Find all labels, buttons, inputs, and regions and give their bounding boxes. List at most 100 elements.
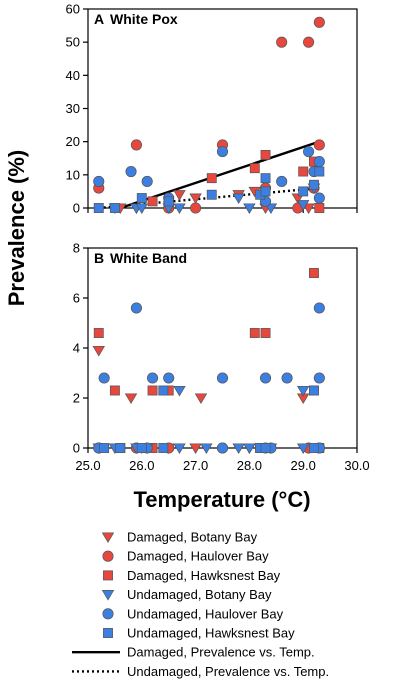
data-point <box>173 190 186 201</box>
panel-b-title: White Band <box>110 250 187 266</box>
data-point <box>232 443 245 455</box>
data-point <box>158 443 169 453</box>
data-point <box>206 173 217 184</box>
legend-label: Undamaged, Hawksnest Bay <box>127 626 295 641</box>
legend-label: Damaged, Hawksnest Bay <box>127 568 281 583</box>
data-point <box>260 149 271 160</box>
data-point <box>260 328 271 338</box>
data-point <box>314 166 325 177</box>
data-point <box>313 372 325 384</box>
legend-item-damaged-prevalence-vs-temp: Damaged, Prevalence vs. Temp. <box>72 645 315 660</box>
data-point <box>249 163 260 174</box>
legend-item-undamaged-haulover-bay: Undamaged, Haulover Bay <box>102 606 284 621</box>
panel-a-y-tick-label: 60 <box>66 2 80 17</box>
panel-a-series-undamaged-hawksnest-bay <box>93 166 325 213</box>
panel-a-letter: A <box>94 11 104 27</box>
panel-b-x-tick-label: 30.0 <box>344 458 369 473</box>
panel-b-x-tick-label: 25.0 <box>75 458 100 473</box>
data-point <box>200 443 213 455</box>
legend-item-undamaged-prevalence-vs-temp: Undamaged, Prevalence vs. Temp. <box>72 664 329 679</box>
panel-b-white-band: 0 2 4 6 8 25.0 26.0 27.0 28.0 29.0 30.0 B White Band <box>73 241 370 474</box>
panel-b-y-tick-label: 2 <box>73 391 80 406</box>
data-point <box>125 165 137 178</box>
data-point <box>109 385 120 396</box>
panel-a-y-tick-label: 50 <box>66 35 80 50</box>
data-point <box>194 393 208 405</box>
legend-label: Damaged, Haulover Bay <box>127 549 269 564</box>
legend-marker <box>102 608 114 620</box>
data-point <box>147 372 159 384</box>
data-point <box>136 193 147 203</box>
data-point <box>99 443 110 453</box>
data-point <box>216 442 229 454</box>
panel-a-title: White Pox <box>110 11 178 27</box>
legend-marker <box>102 550 114 562</box>
panel-a-y-tick-label: 30 <box>66 101 80 116</box>
panel-b-y-tick-label: 8 <box>73 241 80 256</box>
data-point <box>163 196 174 207</box>
data-point <box>260 443 271 453</box>
data-point <box>296 200 310 211</box>
data-point <box>135 203 149 215</box>
data-point <box>259 372 272 384</box>
legend: Damaged, Botany Bay Damaged, Haulover Bay… <box>72 530 329 679</box>
panel-b-series-damaged-hawksnest-bay <box>93 268 325 453</box>
panel-a-y-tick-label: 10 <box>66 167 80 182</box>
data-point <box>115 443 126 453</box>
panel-b-series-undamaged-haulover-bay <box>93 302 325 454</box>
panel-b-x-tick-label: 29.0 <box>291 458 316 473</box>
data-point <box>141 175 153 188</box>
data-point <box>216 146 229 158</box>
panel-b-x-tick-label: 26.0 <box>129 458 154 473</box>
panel-b-series-undamaged-botany-bay <box>108 385 310 455</box>
data-point <box>93 203 104 213</box>
legend-label: Undamaged, Botany Bay <box>127 587 272 602</box>
panel-a-y-tick-label: 40 <box>66 68 80 83</box>
data-point <box>109 203 120 213</box>
legend-item-damaged-hawksnest-bay: Damaged, Hawksnest Bay <box>103 568 281 583</box>
panel-b-x-tick-label: 28.0 <box>237 458 262 473</box>
data-point <box>189 193 202 205</box>
data-point <box>313 156 325 168</box>
data-point <box>92 345 105 357</box>
panel-b-letter: B <box>94 250 104 266</box>
panel-b-x-tick-label: 27.0 <box>183 458 208 473</box>
legend-label: Undamaged, Haulover Bay <box>127 606 284 621</box>
data-point <box>158 385 169 396</box>
data-point <box>276 36 288 48</box>
panel-a-y-tick-label: 0 <box>73 201 80 216</box>
panel-a-series-damaged-haulover-bay <box>93 16 325 214</box>
data-point <box>313 16 325 28</box>
panel-b-series-undamaged-hawksnest-bay <box>99 385 319 453</box>
data-point <box>296 443 310 455</box>
legend-label: Damaged, Prevalence vs. Temp. <box>127 645 315 660</box>
panel-a-plot-frame <box>87 8 358 209</box>
data-point <box>303 36 315 48</box>
data-point <box>190 202 202 214</box>
data-point <box>93 328 104 338</box>
panel-b-y-tick-label: 6 <box>73 291 80 306</box>
data-point <box>93 175 105 188</box>
data-point <box>313 302 325 314</box>
x-axis-label: Temperature (°C) <box>133 487 310 512</box>
legend-item-undamaged-botany-bay: Undamaged, Botany Bay <box>101 587 272 602</box>
data-point <box>309 385 319 396</box>
data-point <box>173 443 186 455</box>
legend-marker <box>103 628 113 638</box>
data-point <box>309 443 319 453</box>
data-point <box>189 443 202 455</box>
data-point <box>243 203 256 215</box>
data-point <box>173 203 186 215</box>
legend-item-undamaged-hawksnest-bay: Undamaged, Hawksnest Bay <box>103 626 295 641</box>
data-point <box>309 268 319 278</box>
legend-label: Undamaged, Prevalence vs. Temp. <box>127 664 329 679</box>
data-point <box>130 302 142 314</box>
data-point <box>281 372 293 384</box>
panel-b-plot-frame <box>87 247 358 449</box>
legend-marker <box>101 590 115 601</box>
panel-a-white-pox: 0 10 20 30 40 50 60 A White Pox <box>66 2 358 216</box>
data-point <box>130 139 142 151</box>
y-axis-label: Prevalence (%) <box>4 150 29 307</box>
data-point <box>243 443 256 455</box>
